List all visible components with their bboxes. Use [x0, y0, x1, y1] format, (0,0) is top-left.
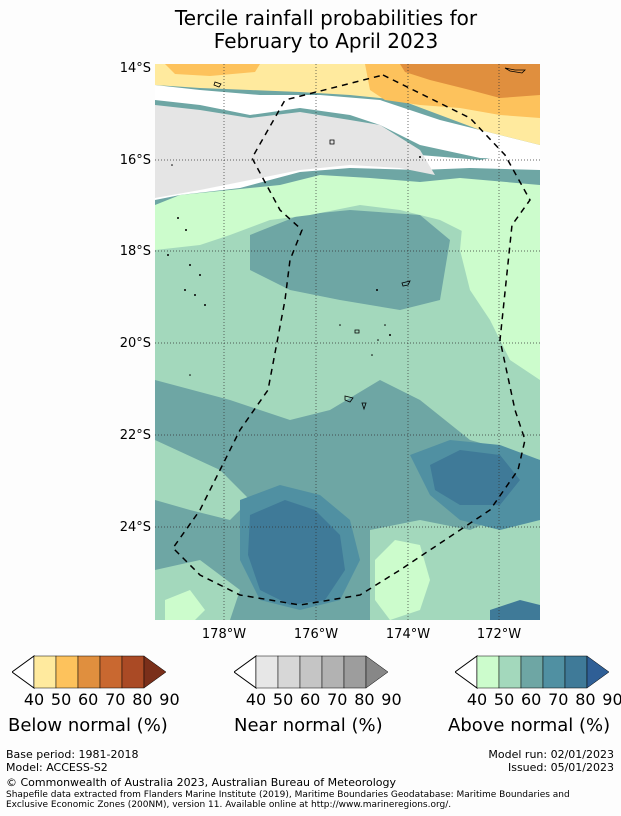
legend-extend-high	[365, 655, 389, 689]
legend-below-ticks: 40 50 60 70 80 90	[23, 690, 180, 709]
legend-swatch	[476, 655, 500, 689]
legend-tick: 60	[300, 690, 321, 709]
title-line-1: Tercile rainfall probabilities for	[174, 6, 478, 30]
contour-above-40	[155, 175, 540, 260]
legend-tick: 90	[159, 690, 180, 709]
contour-near-40	[155, 105, 435, 198]
legend-swatch	[99, 655, 123, 689]
legend-tick: 50	[272, 690, 294, 709]
legend-tick: 70	[548, 690, 569, 709]
lat-label: 16°S	[119, 153, 151, 168]
white-band	[155, 150, 540, 200]
contour-below-60	[400, 64, 540, 98]
legend-swatch	[498, 655, 522, 689]
lon-label: 174°W	[385, 627, 431, 642]
legend-above-title: Above normal (%)	[448, 715, 611, 736]
lat-label: 18°S	[119, 244, 151, 259]
legend-swatch	[77, 655, 101, 689]
legend-tick: 80	[132, 690, 153, 709]
model-run: Model run: 02/01/2023	[488, 748, 614, 761]
contour-above-80	[490, 600, 540, 620]
legend-extend-high	[143, 655, 167, 689]
lat-label: 14°S	[119, 61, 151, 76]
legend-swatch	[299, 655, 323, 689]
legend-tick: 60	[78, 690, 99, 709]
island-outline	[504, 67, 526, 74]
legend-tick: 40	[245, 690, 267, 709]
legend-above-ticks: 40 50 60 70 80 90	[466, 690, 621, 709]
issued-date: Issued: 05/01/2023	[507, 761, 614, 774]
lon-label: 178°W	[201, 627, 247, 642]
lon-label: 172°W	[476, 627, 522, 642]
islands	[213, 67, 526, 411]
graticule	[155, 64, 540, 620]
legend-below-colorbar	[12, 655, 167, 689]
legend-swatch	[277, 655, 301, 689]
base-period: Base period: 1981-2018	[6, 748, 139, 761]
lat-label: 22°S	[119, 428, 151, 443]
legend-swatch	[33, 655, 57, 689]
legend-near-colorbar	[234, 655, 389, 689]
model-name: Model: ACCESS-S2	[6, 761, 108, 774]
legend-tick: 90	[381, 690, 402, 709]
legend-swatch	[520, 655, 544, 689]
contour-above-80	[248, 500, 345, 605]
legend-near-title: Near normal (%)	[234, 715, 383, 736]
legend-tick: 80	[575, 690, 596, 709]
contour-above-40	[165, 590, 205, 620]
island-outline	[361, 402, 367, 411]
legend-above-colorbar	[455, 655, 610, 689]
legend-tick: 90	[602, 690, 621, 709]
copyright: © Commonwealth of Australia 2023, Austra…	[6, 776, 396, 789]
island-outline	[344, 395, 354, 403]
map-title: Tercile rainfall probabilities for Febru…	[0, 7, 621, 53]
shapefile-credit-1: Shapefile data extracted from Flanders M…	[6, 790, 570, 800]
white-band	[155, 85, 540, 160]
legend-tick: 80	[354, 690, 375, 709]
legend-swatch	[255, 655, 279, 689]
eez-boundary	[172, 74, 531, 606]
contour-above-80	[430, 450, 520, 505]
lat-label: 24°S	[119, 520, 151, 535]
lon-label: 176°W	[293, 627, 339, 642]
legend-swatch	[564, 655, 588, 689]
contour-below-50	[165, 64, 260, 76]
island-outline	[329, 139, 335, 145]
legend-tick: 50	[50, 690, 72, 709]
legend-swatch	[343, 655, 367, 689]
legend-swatch	[121, 655, 145, 689]
legend-swatch	[55, 655, 79, 689]
legend-tick: 60	[521, 690, 542, 709]
legend-near-ticks: 40 50 60 70 80 90	[245, 690, 402, 709]
islets	[167, 156, 421, 376]
contour-above-40	[460, 195, 540, 380]
legend-tick: 70	[105, 690, 126, 709]
legend-swatch	[321, 655, 345, 689]
title-line-2: February to April 2023	[213, 29, 439, 53]
legend-extend-high	[586, 655, 610, 689]
legend-extend-low	[455, 655, 478, 689]
island-outline	[213, 81, 222, 88]
lat-label: 20°S	[119, 336, 151, 351]
legend-extend-low	[234, 655, 257, 689]
probability-contours	[155, 64, 540, 620]
contour-above-50	[155, 440, 250, 520]
rainfall-map	[155, 64, 540, 620]
legend-extend-low	[12, 655, 35, 689]
island-outline	[401, 280, 411, 287]
legend-below-title: Below normal (%)	[8, 715, 168, 736]
island-outline	[354, 329, 360, 334]
shapefile-credit-2: Exclusive Economic Zones (200NM), versio…	[6, 800, 452, 810]
legend-tick: 40	[23, 690, 45, 709]
legend-tick: 70	[327, 690, 348, 709]
legend-tick: 50	[493, 690, 515, 709]
legend-tick: 40	[466, 690, 488, 709]
legend-swatch	[542, 655, 566, 689]
